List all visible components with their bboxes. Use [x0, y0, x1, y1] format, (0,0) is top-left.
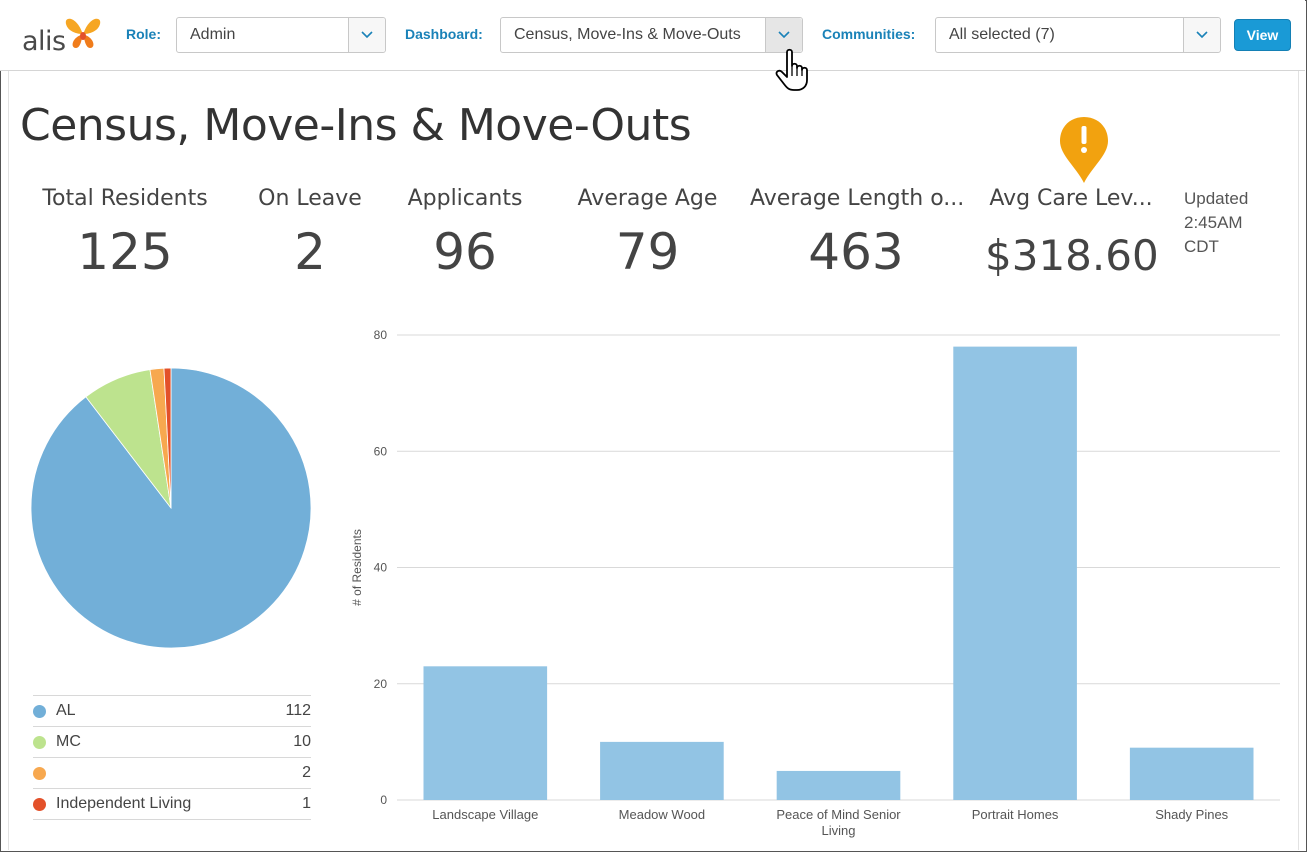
logo-text: alis [22, 26, 66, 57]
bar-peace-of-mind-senior-living[interactable] [776, 770, 901, 800]
x-tick-label: Landscape Village [432, 807, 538, 822]
x-tick-label: Peace of Mind Senior Living [776, 807, 901, 838]
role-value: Admin [190, 26, 236, 43]
content-panel [8, 71, 1299, 850]
x-tick-label: Shady Pines [1155, 807, 1228, 822]
kpi-label: Total Residents [42, 186, 208, 211]
y-tick-label: 80 [374, 328, 388, 342]
bar-landscape-village[interactable] [423, 666, 548, 800]
bar-shady-pines[interactable] [1129, 747, 1254, 800]
kpi-value: 96 [433, 223, 497, 281]
chevron-down-icon [778, 31, 790, 39]
kpi-label: Average Age [577, 186, 718, 211]
kpi-on-leave[interactable]: On Leave 2 [245, 186, 375, 281]
legend-count: 2 [302, 764, 311, 781]
legend-row-al[interactable]: AL 112 [33, 695, 311, 726]
legend-row-independent-living[interactable]: Independent Living 1 [33, 788, 311, 820]
pie-legend: AL 112 MC 10 2 Independent Living 1 [33, 695, 311, 820]
updated-label: Updated [1184, 189, 1249, 208]
kpi-average-length-of-stay[interactable]: Average Length o... 463 [750, 186, 965, 281]
top-bar: alis Role: Admin Dashboard: Census, Move… [0, 0, 1305, 71]
chevron-down-icon [1196, 31, 1208, 39]
legend-count: 10 [293, 733, 311, 750]
y-axis-label: # of Residents [350, 529, 364, 606]
legend-dot [33, 797, 46, 811]
communities-label: Communities: [822, 26, 916, 42]
legend-dot [33, 766, 46, 780]
y-tick-label: 0 [380, 793, 387, 807]
kpi-value: 463 [808, 223, 904, 281]
legend-row-unnamed[interactable]: 2 [33, 757, 311, 788]
kpi-label: On Leave [258, 186, 362, 211]
legend-name: MC [56, 733, 81, 750]
pie-slice-independent-living[interactable] [163, 367, 172, 509]
role-label: Role: [126, 26, 161, 42]
butterfly-icon [65, 18, 101, 48]
page-title: Census, Move-Ins & Move-Outs [20, 100, 692, 151]
kpi-total-residents[interactable]: Total Residents 125 [20, 186, 230, 281]
role-select[interactable]: Admin [176, 17, 386, 53]
x-tick-label: Portrait Homes [972, 807, 1059, 822]
communities-select[interactable]: All selected (7) [935, 17, 1221, 53]
kpi-value: 2 [294, 223, 326, 281]
kpi-average-age[interactable]: Average Age 79 [565, 186, 730, 281]
kpi-label: Avg Care Lev... [989, 186, 1153, 211]
kpi-value: 125 [77, 223, 173, 281]
bar-meadow-wood[interactable] [600, 741, 724, 800]
pie-chart[interactable] [28, 365, 314, 651]
legend-row-mc[interactable]: MC 10 [33, 726, 311, 757]
kpi-value: $318.60 [985, 231, 1159, 280]
dashboard-label: Dashboard: [405, 26, 483, 42]
view-button[interactable]: View [1234, 19, 1291, 51]
legend-name: AL [56, 702, 76, 719]
chevron-down-icon [361, 31, 373, 39]
legend-dot [33, 735, 46, 749]
bar-chart[interactable]: 0 20 40 60 80 # of Residents Landscape Village… [340, 320, 1290, 845]
y-tick-label: 40 [374, 561, 388, 575]
kpi-label: Applicants [407, 186, 523, 211]
x-tick-label: Meadow Wood [619, 807, 705, 822]
communities-dropdown-button[interactable] [1183, 18, 1220, 52]
legend-name: Independent Living [56, 795, 192, 812]
communities-value: All selected (7) [949, 26, 1055, 43]
legend-count: 1 [302, 795, 311, 812]
kpi-avg-care-level[interactable]: Avg Care Lev... $318.60 [985, 186, 1159, 280]
legend-dot [33, 704, 46, 718]
dashboard-value: Census, Move-Ins & Move-Outs [514, 26, 741, 43]
updated-timezone: CDT [1184, 237, 1219, 256]
legend-count: 112 [285, 702, 311, 719]
updated-timestamp: Updated 2:45AM CDT [1184, 187, 1248, 259]
alis-logo[interactable]: alis [20, 12, 110, 60]
bar-portrait-homes[interactable] [953, 346, 1077, 800]
dashboard-select[interactable]: Census, Move-Ins & Move-Outs [500, 17, 803, 53]
kpi-applicants[interactable]: Applicants 96 [395, 186, 535, 281]
y-tick-label: 20 [374, 677, 388, 691]
role-dropdown-button[interactable] [348, 18, 385, 52]
hand-cursor-icon [775, 48, 808, 91]
updated-time: 2:45AM [1184, 213, 1243, 232]
kpi-label: Average Length o... [750, 186, 965, 211]
dashboard-dropdown-button[interactable] [765, 18, 802, 52]
y-tick-label: 60 [374, 444, 388, 458]
alert-pin-icon[interactable] [1058, 115, 1110, 185]
kpi-value: 79 [615, 223, 680, 281]
